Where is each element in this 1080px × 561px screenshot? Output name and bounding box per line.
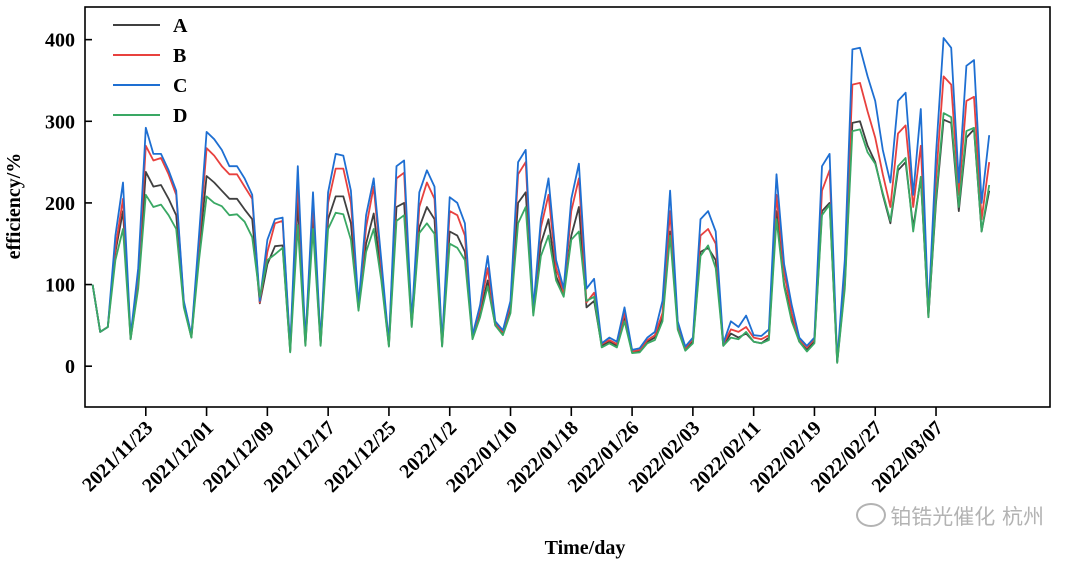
watermark: 铂锆光催化 杭州 <box>856 501 1044 531</box>
wechat-icon <box>856 503 887 527</box>
legend-label-A: A <box>173 15 188 37</box>
series-line-D <box>91 112 991 364</box>
y-tick-label: 200 <box>45 193 75 215</box>
x-axis-ticks: 2021/11/232021/12/012021/12/092021/12/17… <box>78 407 948 497</box>
y-tick-label: 400 <box>45 30 75 52</box>
series-line-A <box>91 118 991 364</box>
y-axis-ticks: 0 100 200 300 400 <box>45 30 92 378</box>
plot-border <box>84 6 1051 408</box>
y-tick-label: 100 <box>45 275 75 297</box>
watermark-text: 铂锆光催化 杭州 <box>890 505 1044 529</box>
series-line-C <box>91 37 991 363</box>
x-axis-title: Time/day <box>545 537 626 559</box>
series-lines <box>91 37 991 364</box>
legend-label-C: C <box>173 75 187 97</box>
y-axis-title: efficiency/% <box>3 153 25 260</box>
y-tick-label: 300 <box>45 111 75 133</box>
legend-label-D: D <box>173 105 187 127</box>
plot-frame <box>84 6 1051 408</box>
legend-label-B: B <box>173 45 186 67</box>
y-tick-label: 0 <box>65 356 75 378</box>
